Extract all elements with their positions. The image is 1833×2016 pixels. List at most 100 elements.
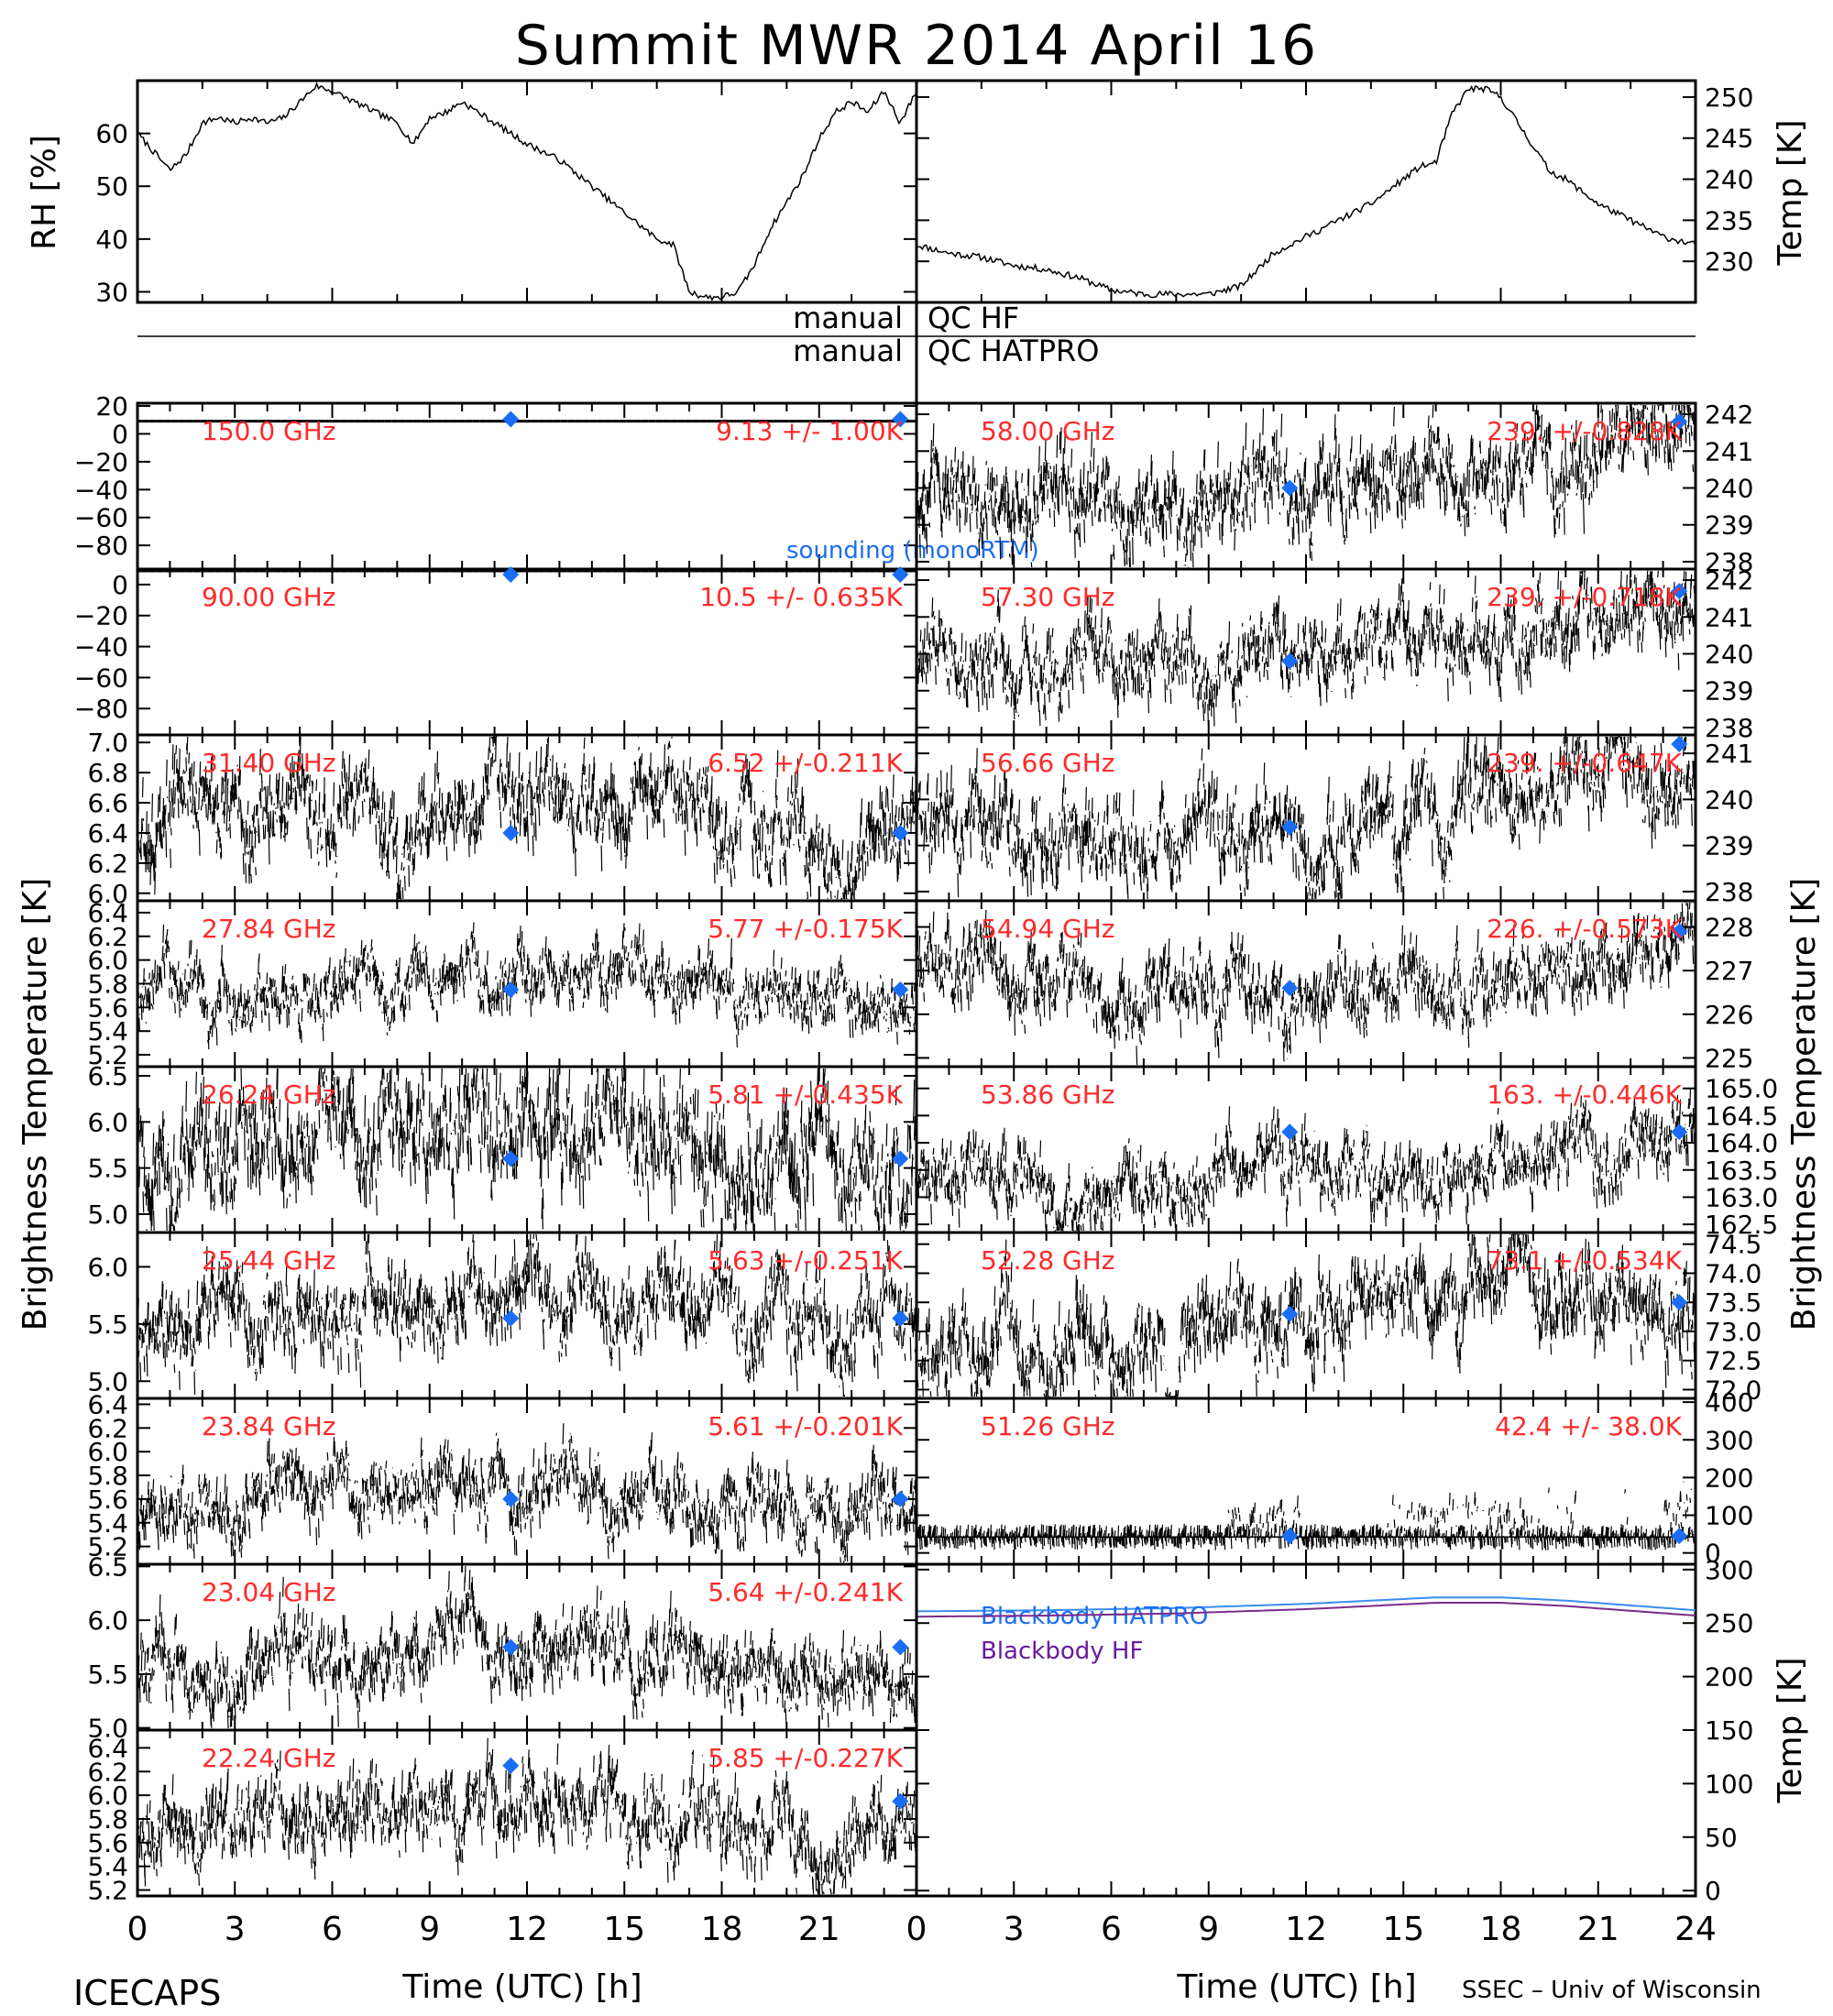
sounding-marker	[892, 1490, 909, 1507]
channel-stats-label: 42.4 +/- 38.0K	[1495, 1411, 1682, 1441]
qc-label-right: QC HATPRO	[927, 334, 1099, 368]
sounding-marker	[1671, 1123, 1688, 1141]
channel-tick-label: 240	[1705, 474, 1753, 504]
channel-frequency-label: 27.84 GHz	[202, 914, 336, 944]
channel-tick-label: 163.5	[1705, 1156, 1778, 1186]
x-tick-label: 9	[1198, 1911, 1219, 1948]
x-tick-label: 0	[906, 1911, 927, 1948]
right-y-axis-label: Brightness Temperature [K]	[1785, 878, 1823, 1331]
channel-tick-label: 6.4	[87, 818, 128, 849]
channel-tick-label: 242	[1705, 565, 1753, 596]
channel-stats-label: 5.63 +/-0.251K	[708, 1245, 903, 1276]
channel-tick-label: 5.8	[87, 1461, 128, 1491]
rh-tick-label: 60	[95, 119, 128, 149]
channel-tick-label: 5.0	[87, 1714, 128, 1744]
x-tick-label: 12	[506, 1911, 548, 1948]
channel-panel: 242 241 240 239 238 58.00 GHz 239. +/-0.828K	[915, 400, 1753, 577]
rh-line	[137, 82, 917, 301]
channel-panel: 400 300 200 100 0 51.26 GHz 42.4 +/- 38.0K	[915, 1387, 1753, 1569]
channel-data-series	[137, 1423, 918, 1563]
rh-tick-label: 30	[95, 277, 128, 307]
channel-stats-label: 5.81 +/-0.435K	[708, 1079, 903, 1110]
channel-stats-label: 5.61 +/-0.201K	[708, 1411, 903, 1441]
sounding-legend: sounding (monoRTM)	[786, 537, 1039, 564]
channel-tick-label: 7.0	[87, 728, 128, 758]
channel-tick-label: 6.4	[87, 1733, 128, 1763]
channel-tick-label: 6.0	[87, 1780, 128, 1811]
channel-tick-label: 238	[1705, 547, 1753, 577]
channel-tick-label: 5.2	[87, 1040, 128, 1070]
channel-tick-label: 6.0	[87, 1107, 128, 1137]
channel-tick-label: 5.5	[87, 1309, 128, 1340]
channel-tick-label: 6.4	[87, 898, 128, 928]
channel-panel: 6.0 5.5 5.0 25.44 GHz 5.63 +/-0.251K	[87, 1231, 918, 1400]
blackbody-legend-entry: Blackbody HF	[981, 1638, 1143, 1665]
rh-tick-label: 40	[95, 225, 128, 255]
channel-tick-label: 0	[1705, 1539, 1721, 1569]
channel-tick-label: −40	[74, 632, 128, 663]
channel-frequency-label: 90.00 GHz	[202, 582, 336, 612]
channel-tick-label: 164.5	[1705, 1101, 1778, 1131]
blackbody-tick-label: 150	[1705, 1715, 1753, 1746]
blackbody-series-line	[916, 1602, 1696, 1618]
channel-data-series	[916, 1481, 1697, 1550]
channel-tick-label: 5.5	[87, 1660, 128, 1690]
channel-tick-label: −60	[74, 663, 128, 693]
sounding-marker	[502, 1150, 520, 1167]
channel-tick-label: −40	[74, 475, 128, 505]
sounding-marker	[892, 1150, 909, 1167]
temp-tick-label: 240	[1705, 165, 1753, 195]
channel-frequency-label: 56.66 GHz	[981, 748, 1115, 778]
sounding-marker	[1281, 1123, 1299, 1141]
sounding-marker	[1671, 583, 1688, 600]
channel-frequency-label: 25.44 GHz	[202, 1245, 336, 1276]
channel-tick-label: 5.6	[87, 992, 128, 1023]
channel-frequency-label: 26.24 GHz	[202, 1079, 336, 1110]
channel-tick-label: 227	[1705, 956, 1753, 986]
channel-tick-label: 5.8	[87, 1804, 128, 1835]
channel-tick-label: 6.8	[87, 758, 128, 788]
x-tick-label: 12	[1285, 1911, 1327, 1948]
channel-panel: 6.46.26.05.85.65.45.2 27.84 GHz 5.77 +/-0.…	[87, 898, 918, 1070]
channel-tick-label: 20	[95, 391, 128, 422]
channel-data-series	[137, 922, 918, 1050]
blackbody-tick-label: 50	[1705, 1823, 1738, 1853]
channel-tick-label: 6.0	[87, 1605, 128, 1636]
sounding-marker	[502, 1490, 520, 1507]
channel-tick-label: 239	[1705, 510, 1753, 541]
channel-tick-label: 200	[1705, 1463, 1753, 1493]
channel-panel: 242 241 240 239 238 57.30 GHz 239. +/-0.718K	[915, 565, 1753, 743]
channel-frequency-label: 51.26 GHz	[981, 1411, 1115, 1441]
channel-panel: 200−20−40−60−80 150.0 GHz 9.13 +/- 1.00K so…	[74, 391, 1039, 571]
blackbody-tick-label: 300	[1705, 1555, 1753, 1585]
x-axis-label-right: Time (UTC) [h]	[1176, 1968, 1416, 2006]
channel-tick-label: −80	[74, 694, 128, 724]
channel-tick-label: 5.8	[87, 970, 128, 1000]
x-tick-label: 3	[225, 1911, 246, 1948]
channel-panel: 0−20−40−60−80 90.00 GHz 10.5 +/- 0.635K	[74, 566, 918, 737]
channel-stats-label: 5.85 +/-0.227K	[708, 1743, 903, 1773]
channel-tick-label: 226	[1705, 1000, 1753, 1030]
sounding-marker	[892, 566, 909, 583]
channel-tick-label: 6.4	[87, 1389, 128, 1419]
channel-tick-label: 72.5	[1705, 1346, 1762, 1376]
channel-tick-label: −60	[74, 503, 128, 533]
channel-panel: 7.06.86.66.46.26.0 31.40 GHz 6.52 +/-0.211…	[87, 728, 918, 909]
channel-tick-label: 73.0	[1705, 1317, 1762, 1347]
channel-frequency-label: 150.0 GHz	[202, 416, 336, 446]
channel-tick-label: 74.5	[1705, 1230, 1762, 1260]
channel-tick-label: 239	[1705, 831, 1753, 861]
channel-tick-label: 100	[1705, 1501, 1753, 1531]
channel-frequency-label: 23.84 GHz	[202, 1411, 336, 1441]
sounding-marker	[1281, 652, 1299, 670]
channel-stats-label: 239. +/-0.718K	[1487, 582, 1682, 612]
channel-tick-label: 6.6	[87, 788, 128, 818]
channel-tick-label: 165.0	[1705, 1074, 1778, 1104]
qc-label-left: manual	[793, 334, 903, 368]
sounding-marker	[1281, 818, 1299, 836]
channel-stats-label: 5.77 +/-0.175K	[708, 914, 903, 944]
channel-stats-label: 239. +/-0.647K	[1487, 748, 1682, 778]
